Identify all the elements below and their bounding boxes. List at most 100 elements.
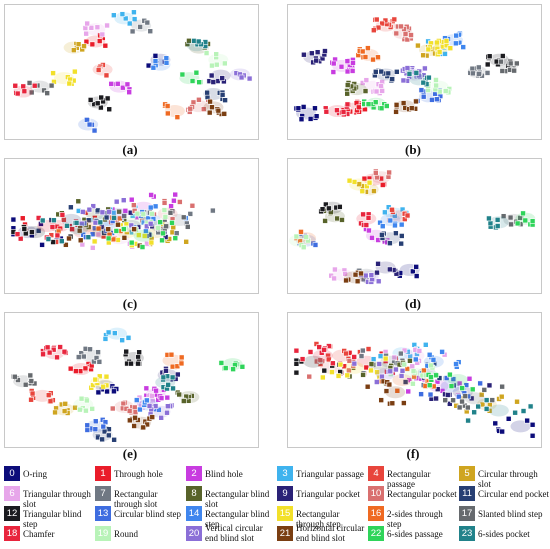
point-class-12	[104, 95, 111, 102]
point-class-20	[398, 373, 405, 379]
point-class-16	[370, 56, 376, 63]
point-class-21	[209, 104, 215, 111]
panel-label-d: (d)	[405, 296, 421, 311]
point-class-21	[149, 414, 156, 420]
point-class-15	[351, 179, 358, 185]
point-class-22	[469, 386, 476, 393]
point-class-17	[456, 404, 463, 411]
legend-swatch: 17	[459, 506, 475, 521]
point-class-10	[373, 170, 379, 176]
point-class-6	[95, 231, 102, 238]
point-class-15	[335, 373, 342, 379]
point-class-18	[334, 107, 340, 114]
point-class-10	[402, 31, 409, 37]
point-class-17	[121, 213, 127, 219]
point-class-11	[378, 68, 385, 75]
legend-swatch: 8	[186, 486, 202, 501]
legend-swatch: 9	[277, 486, 293, 501]
point-class-13	[456, 393, 462, 400]
point-class-2	[168, 203, 174, 209]
point-class-7	[187, 211, 194, 217]
point-class-21	[408, 105, 415, 111]
panel-label-c: (c)	[122, 296, 138, 311]
point-class-22	[120, 226, 127, 232]
point-class-17	[48, 82, 55, 89]
point-class-4	[365, 346, 372, 352]
point-class-16	[165, 110, 171, 117]
point-class-20	[393, 366, 399, 373]
point-class-4	[343, 350, 349, 357]
point-class-10	[398, 23, 404, 30]
point-class-21	[400, 100, 407, 106]
point-class-6	[84, 20, 90, 27]
point-class-21	[386, 381, 393, 388]
point-class-13	[477, 380, 483, 387]
point-class-21	[393, 109, 399, 115]
point-class-20	[80, 209, 86, 215]
point-class-4	[95, 67, 102, 73]
scatter-plot-e	[11, 327, 246, 443]
point-class-17	[26, 80, 33, 86]
point-class-21	[105, 226, 112, 232]
point-class-22	[520, 210, 526, 217]
point-class-0	[410, 268, 416, 275]
point-class-10	[306, 373, 313, 380]
point-class-11	[204, 89, 210, 96]
point-class-21	[401, 400, 407, 406]
scatter-panel-e	[4, 312, 259, 448]
point-class-10	[187, 105, 194, 112]
legend-swatch: 15	[277, 506, 293, 521]
point-class-21	[63, 242, 69, 248]
point-class-15	[115, 237, 121, 243]
legend-label: Circular blind step	[114, 509, 181, 519]
point-class-6	[88, 25, 95, 31]
point-class-17	[462, 393, 469, 399]
point-class-14	[150, 64, 157, 71]
point-class-14	[453, 40, 459, 47]
point-class-23	[169, 374, 176, 381]
point-class-13	[91, 127, 98, 134]
point-class-12	[293, 369, 300, 376]
point-class-2	[126, 89, 132, 96]
point-class-6	[363, 77, 370, 83]
point-class-21	[378, 397, 384, 403]
point-class-13	[429, 97, 435, 103]
legend-label: Triangular passage	[296, 469, 364, 479]
point-class-6	[99, 31, 106, 38]
point-class-15	[366, 179, 373, 186]
point-class-23	[51, 217, 57, 224]
legend-swatch: 10	[368, 486, 384, 501]
point-class-12	[293, 360, 300, 367]
point-class-12	[136, 349, 142, 356]
point-class-3	[112, 330, 118, 336]
legend-item-0: 0 O-ring	[4, 464, 94, 484]
point-class-17	[163, 223, 169, 230]
point-class-10	[408, 32, 414, 38]
point-class-21	[144, 421, 150, 428]
point-class-17	[499, 68, 506, 74]
point-class-7	[144, 19, 151, 26]
legend-item-15: 15 Rectangular through step	[277, 504, 367, 529]
point-class-21	[215, 107, 222, 114]
legend-label: Through hole	[114, 469, 163, 479]
point-class-17	[500, 213, 507, 219]
legend-label: Circular end pocket	[478, 489, 549, 499]
point-class-20	[164, 409, 170, 416]
point-class-4	[391, 16, 398, 23]
point-class-9	[374, 269, 380, 276]
point-class-19	[442, 88, 449, 94]
point-class-10	[386, 169, 392, 176]
point-class-5	[81, 43, 87, 49]
point-class-23	[73, 220, 80, 226]
point-class-21	[221, 111, 228, 117]
point-class-22	[193, 69, 200, 76]
point-class-1	[96, 38, 103, 44]
point-class-2	[405, 388, 412, 395]
legend-item-16: 16 2-sides through step	[368, 504, 458, 529]
point-class-13	[427, 391, 434, 398]
point-class-0	[312, 105, 318, 112]
legend-swatch: 5	[459, 466, 475, 481]
point-class-10	[109, 405, 116, 412]
point-class-5	[70, 47, 77, 53]
point-class-16	[359, 48, 366, 55]
